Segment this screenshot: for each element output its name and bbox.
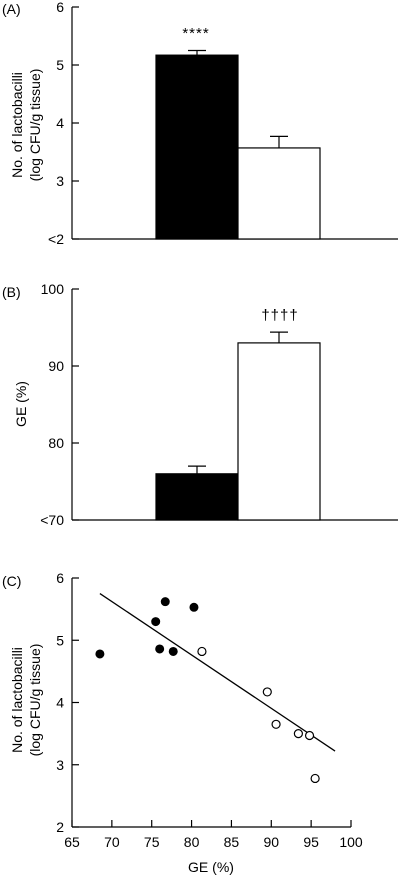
panel-b-bar-1 bbox=[155, 473, 239, 521]
panel-a-bar-1 bbox=[155, 54, 239, 240]
panel-c-xtick-label: 80 bbox=[184, 834, 200, 850]
panel-b-bar-2 bbox=[237, 342, 321, 521]
panel-b-significance: †††† bbox=[261, 307, 298, 324]
panel-c-xlabel: GE (%) bbox=[188, 859, 234, 875]
panel-b-ytick-label: <70 bbox=[40, 512, 64, 528]
panel-c-ytick-label: 4 bbox=[56, 695, 64, 711]
panel-a-ytick-label: 6 bbox=[56, 0, 64, 15]
panel-c-filled-point bbox=[95, 649, 105, 659]
panel-c-xtick-label: 100 bbox=[339, 834, 363, 850]
panel-a-ytick-label: 4 bbox=[56, 115, 64, 131]
panel-c-xtick-label: 75 bbox=[144, 834, 160, 850]
panel-c-ytick-label: 5 bbox=[56, 632, 64, 648]
panel-c-xtick-label: 70 bbox=[104, 834, 120, 850]
panel-b-ytick-label: 90 bbox=[48, 358, 64, 374]
panel-b-ytick-label: 80 bbox=[48, 435, 64, 451]
panel-c-ytick-label: 3 bbox=[56, 757, 64, 773]
panel-c-filled-point bbox=[155, 644, 165, 654]
panel-c-xtick-label: 65 bbox=[64, 834, 80, 850]
panel-c-label: (C) bbox=[2, 573, 21, 589]
panel-c-open-point bbox=[262, 687, 272, 697]
panel-c-open-point bbox=[310, 773, 320, 784]
panel-c-regression-line bbox=[99, 593, 336, 752]
panel-a-ytick-label: 3 bbox=[56, 173, 64, 189]
panel-c-open-point bbox=[304, 730, 315, 741]
panel-a-ytick-label: 5 bbox=[56, 57, 64, 73]
panel-a-significance: **** bbox=[182, 25, 209, 42]
panel-b-ylabel: GE (%) bbox=[13, 381, 29, 427]
panel-a-ylabel-line1: No. of lactobacilli bbox=[9, 72, 25, 178]
panel-a: (A) No. of lactobacilli (log CFU/g tissu… bbox=[2, 0, 398, 247]
panel-a-ylabel-line2: (log CFU/g tissue) bbox=[27, 69, 43, 182]
panel-c-ylabel: No. of lactobacilli (log CFU/g tissue) bbox=[9, 644, 43, 757]
panel-c-ylabel-line1: No. of lactobacilli bbox=[9, 647, 25, 753]
panel-c: (C) No. of lactobacilli (log CFU/g tissu… bbox=[2, 570, 363, 875]
panel-c-filled-point bbox=[189, 602, 199, 612]
panel-b-ytick-label: 100 bbox=[41, 281, 65, 297]
panel-b-ylabel-line1: GE (%) bbox=[13, 381, 29, 427]
panel-a-ylabel: No. of lactobacilli (log CFU/g tissue) bbox=[9, 69, 43, 182]
panel-a-bar-2 bbox=[237, 147, 321, 240]
panel-c-open-point bbox=[271, 719, 281, 729]
panel-c-open-point bbox=[293, 729, 303, 739]
panel-c-ylabel-line2: (log CFU/g tissue) bbox=[27, 644, 43, 757]
panel-c-xtick-label: 85 bbox=[224, 834, 240, 850]
panel-b-label: (B) bbox=[2, 284, 21, 300]
panel-c-ytick-label: 2 bbox=[56, 819, 64, 835]
panel-a-label: (A) bbox=[2, 1, 21, 17]
panel-c-ytick-label: 6 bbox=[56, 570, 64, 586]
panel-c-xtick-label: 90 bbox=[263, 834, 279, 850]
panel-b: (B) GE (%) <70 80 90 100 †††† bbox=[2, 281, 398, 528]
panel-c-filled-point bbox=[160, 597, 170, 607]
panel-c-xtick-label: 95 bbox=[303, 834, 319, 850]
panel-a-ytick-label: <2 bbox=[48, 231, 64, 247]
panel-c-filled-point bbox=[151, 617, 161, 627]
panel-c-filled-point bbox=[168, 646, 178, 656]
panel-c-open-point bbox=[197, 646, 207, 657]
